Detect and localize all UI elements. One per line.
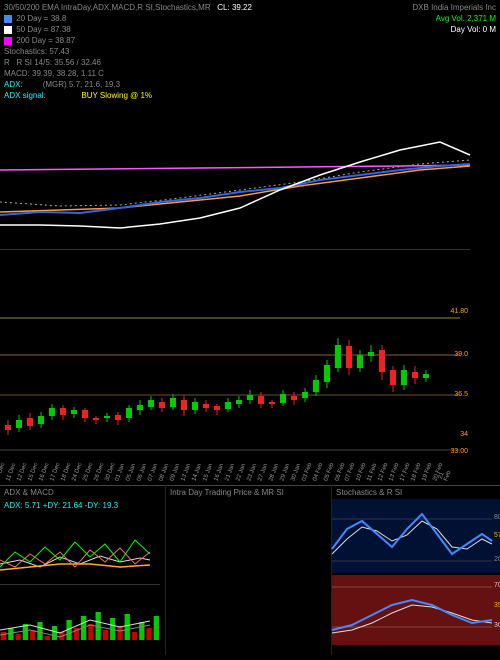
ma200-swatch [4,37,12,45]
date-tick: 21 Feb [438,468,453,482]
macd-svg [0,584,160,644]
date-tick: 29 Jan [279,463,291,482]
price-level-label: 33.00 [450,448,468,455]
close-price: CL: 39.22 [217,3,252,12]
adx-title: ADX & MACD [0,485,165,499]
header-info: 30/50/200 EMA IntraDay,ADX,MACD,R SI,Sto… [4,2,496,101]
intraday-panel: Intra Day Trading Price & MR SI [166,485,332,655]
candle-chart-svg [0,300,470,470]
date-tick: 28 Jan [268,463,280,482]
buy-signal: BUY Slowing @ 1% [81,91,152,100]
date-tick: 03 Feb [301,462,313,482]
stoch-label: Stochastics: 57.43 [4,46,299,57]
date-tick: 24 Dec [71,462,83,482]
rsi-label: R SI 14/5: 35.56 / 32.46 [16,58,101,67]
rsi-svg: 70 35.56 30 [332,575,500,645]
ma200-label: 200 Day = 38.87 [16,36,75,45]
date-tick: 25 Dec [82,462,94,482]
adx-signal-label: ADX signal: [4,91,46,100]
bottom-panels: ADX & MACD ADX: 5.71 +DY: 21.64 -DY: 19.… [0,485,500,655]
ma-chart-panel [0,120,470,250]
ma20-label: 20 Day = 38.8 [16,14,66,23]
price-level-label: 39.0 [454,351,468,358]
intraday-title: Intra Day Trading Price & MR SI [166,485,331,499]
avg-volume: Avg Vol. 2,371 M [299,13,496,24]
adx-label: ADX: [4,80,23,89]
price-level-label: 41.80 [450,308,468,315]
stoch-svg: 80 57.43 20 [332,499,500,573]
svg-text:30: 30 [494,622,500,629]
date-axis: 10 Dec11 Dec12 Dec15 Dec16 Dec17 Dec18 D… [0,462,460,482]
date-tick: 05 Feb [323,462,335,482]
date-tick: 23 Jan [246,463,258,482]
ma50-swatch [4,26,12,34]
top-line: 30/50/200 EMA IntraDay,ADX,MACD,R SI,Sto… [4,3,211,12]
svg-text:20: 20 [494,556,500,563]
rsi-prefix: R [4,58,10,67]
svg-text:80: 80 [494,514,500,521]
ma20-swatch [4,15,12,23]
svg-text:70: 70 [494,582,500,589]
date-tick: 30 Jan [290,463,302,482]
adx-macd-panel: ADX & MACD ADX: 5.71 +DY: 21.64 -DY: 19.… [0,485,166,655]
date-tick: 04 Feb [312,462,324,482]
stoch-title: Stochastics & R SI [332,485,500,499]
date-tick: 27 Jan [257,463,269,482]
adx-svg [0,512,160,582]
stoch-rsi-panel: Stochastics & R SI 80 57.43 20 70 35.56 30 [332,485,500,655]
date-tick: 26 Dec [93,462,105,482]
ma-chart-svg [0,120,470,250]
price-level-label: 34 [460,431,468,438]
ma50-label: 50 Day = 87.38 [16,25,70,34]
day-volume: Day Vol: 0 M [299,24,496,35]
price-level-label: 36.5 [454,391,468,398]
macd-label: MACD: 39.39, 38.28, 1.11 C [4,68,299,79]
adx-values: ADX: 5.71 +DY: 21.64 -DY: 19.3 [0,499,165,512]
svg-text:57.43: 57.43 [494,532,500,539]
svg-text:35.56: 35.56 [494,602,500,609]
company-name: DXB India Imperials Inc [299,2,496,13]
mgr-label: (MGR) 5.7, 21.6, 19.3 [43,80,120,89]
candle-chart-panel: 10 Dec11 Dec12 Dec15 Dec16 Dec17 Dec18 D… [0,300,470,470]
